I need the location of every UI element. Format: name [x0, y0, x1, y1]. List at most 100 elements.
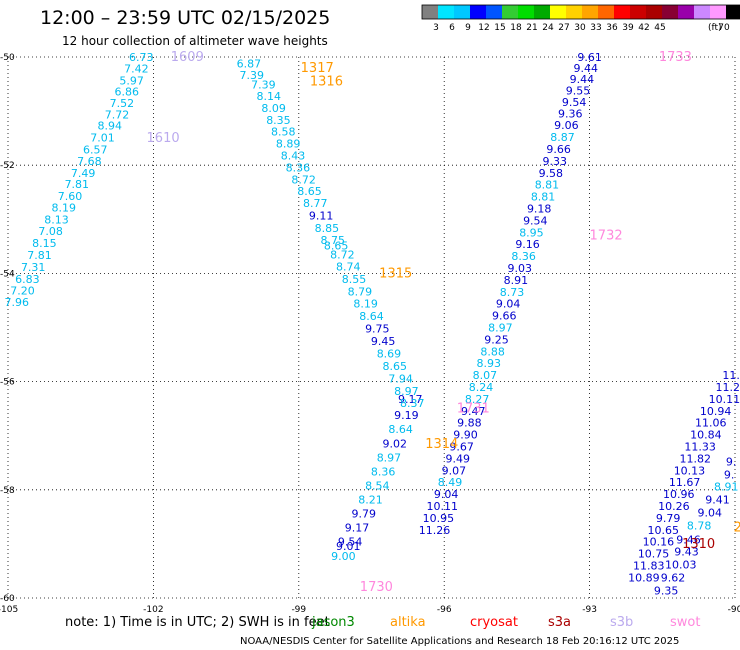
x-tick-label: -105 [0, 605, 18, 615]
wave-height-label: 8.24 [469, 381, 494, 394]
pass-number-label: 1732 [590, 229, 623, 244]
wave-height-label: 8.36 [371, 465, 396, 478]
wave-height-label: 8.64 [359, 310, 384, 323]
wave-height-label: 9.45 [371, 335, 396, 348]
colorbar-swatch [678, 5, 694, 19]
wave-height-label: 11.2 [715, 381, 740, 394]
wave-height-label: 7.08 [38, 225, 63, 238]
wave-height-label: 8.19 [51, 201, 76, 214]
colorbar: 3 6 9 12 15 18 21 24 27 30 33 36 39 42 45 70 [421, 4, 740, 33]
wave-height-label: 8.79 [348, 285, 373, 298]
colorbar-swatch [566, 5, 582, 19]
wave-height-label: 9.44 [573, 62, 598, 75]
wave-height-label: 8.64 [388, 423, 413, 436]
wave-height-label: 8.35 [266, 114, 291, 127]
wave-height-label: 9. [724, 469, 735, 482]
wave-height-label: 8.55 [342, 273, 367, 286]
colorbar-swatch [422, 5, 438, 19]
wave-height-label: 8.14 [257, 90, 282, 103]
y-tick-label: -50 [0, 53, 15, 63]
wave-height-label: 7.31 [21, 261, 46, 274]
wave-height-label: 11.33 [684, 441, 716, 454]
wave-height-label: 8.97 [377, 451, 402, 464]
colorbar-swatch [694, 5, 710, 19]
colorbar-tick: 42 [638, 23, 649, 33]
wave-height-label: 6.87 [237, 57, 262, 70]
wave-height-label: 10.11 [427, 500, 459, 513]
wave-height-label: 9.55 [566, 85, 591, 98]
wave-height-label: 9. [726, 456, 737, 469]
wave-height-label: 9.90 [453, 429, 478, 442]
wave-height-label: 8.65 [297, 185, 322, 198]
wave-height-label: 9.25 [484, 333, 509, 346]
wave-height-label: 7.39 [251, 79, 276, 92]
satellite-legend-item: s3a [548, 615, 571, 630]
colorbar-swatch [614, 5, 630, 19]
wave-height-label: 8.94 [98, 120, 123, 133]
wave-height-label: 7.68 [77, 155, 102, 168]
wave-height-label: 8.27 [465, 393, 490, 406]
wave-height-label: 10.65 [648, 524, 680, 537]
wave-height-label: 9.67 [449, 441, 474, 454]
axis-tick-labels: -105 -102 -99 -96 -93 -90 -50 -52 -54 -56 -58 -60 [0, 53, 740, 615]
x-tick-label: -96 [437, 605, 452, 615]
wave-height-label: 9.01 [336, 540, 361, 553]
wave-height-label: 7.01 [90, 132, 115, 145]
wave-height-label: 8.95 [519, 226, 544, 239]
wave-height-label: 8.91 [714, 481, 739, 494]
colorbar-tick: 3 [433, 23, 439, 33]
wave-height-label: 8.49 [438, 476, 463, 489]
wave-height-label: 11. [722, 369, 740, 382]
colorbar-swatch [630, 5, 646, 19]
wave-height-label: 7.81 [65, 178, 90, 191]
chart-title: 12:00 – 23:59 UTC 02/15/2025 [40, 7, 330, 29]
colorbar-tick: 39 [622, 23, 634, 33]
wave-height-label: 8.36 [286, 161, 311, 174]
wave-height-label: 5.97 [119, 74, 144, 87]
colorbar-tick: 21 [526, 23, 537, 33]
satellite-legend-item: swot [670, 615, 700, 630]
pass-number-label: 1317 [301, 61, 334, 76]
wave-height-label: 9.36 [558, 107, 583, 120]
wave-height-label: 8.37 [400, 397, 425, 410]
colorbar-swatch [470, 5, 486, 19]
colorbar-swatch [502, 5, 518, 19]
wave-height-points: 6.737.425.976.867.527.728.947.016.577.68… [4, 51, 740, 597]
wave-height-label: 8.75 [320, 234, 345, 247]
y-tick-label: -56 [0, 378, 15, 388]
wave-height-label: 8.69 [377, 347, 402, 360]
pass-number-label: 1316 [310, 74, 343, 89]
wave-height-label: 9.18 [527, 202, 552, 215]
pass-number-label: 2. [734, 521, 740, 536]
wave-height-label: 9.16 [515, 238, 540, 251]
wave-height-label: 9.79 [351, 508, 376, 521]
footer-note: note: 1) Time is in UTC; 2) SWH is in fe… [65, 615, 330, 630]
wave-height-label: 9.61 [577, 51, 602, 64]
wave-height-label: 7.81 [27, 249, 52, 262]
wave-height-label: 8.72 [291, 173, 316, 186]
wave-height-label: 8.19 [353, 298, 378, 311]
y-tick-label: -58 [0, 486, 15, 496]
pass-number-label: 1315 [379, 266, 412, 281]
wave-height-label: 8.88 [480, 345, 505, 358]
chart-subtitle: 12 hour collection of altimeter wave hei… [62, 34, 328, 48]
wave-height-label: 9.66 [492, 310, 517, 323]
wave-height-label: 11.26 [419, 524, 451, 537]
wave-height-label: 9.07 [442, 464, 467, 477]
wave-height-label: 8.07 [473, 369, 498, 382]
wave-height-label: 8.97 [488, 322, 513, 335]
wave-height-label: 9.58 [539, 167, 564, 180]
colorbar-swatch [582, 5, 598, 19]
x-tick-label: -102 [143, 605, 163, 615]
wave-height-label: 8.21 [358, 494, 383, 507]
wave-height-label: 9.54 [338, 536, 363, 549]
x-tick-label: -90 [728, 605, 740, 615]
wave-height-label: 8.36 [511, 250, 536, 263]
colorbar-tick: 6 [449, 23, 455, 33]
wave-height-label: 8.87 [550, 131, 575, 144]
wave-height-label: 10.75 [638, 548, 670, 561]
colorbar-tick: 12 [478, 23, 489, 33]
y-tick-label: -60 [0, 594, 15, 604]
pass-number-label: 1731 [457, 402, 490, 417]
